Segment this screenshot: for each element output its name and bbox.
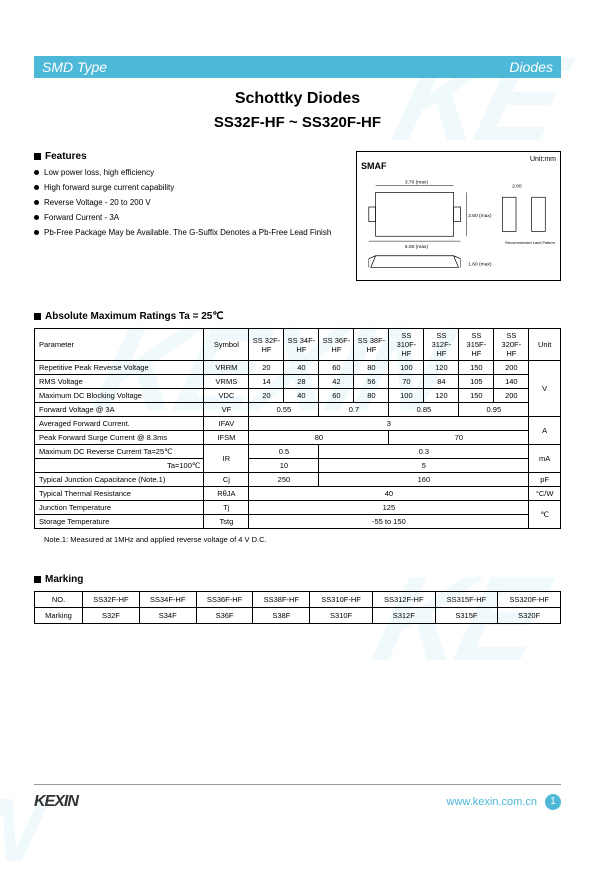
- note-1: Note.1: Measured at 1MHz and applied rev…: [44, 535, 561, 544]
- feature-item: Forward Current - 3A: [34, 213, 336, 222]
- header-bar: SMD Type Diodes: [34, 56, 561, 78]
- feature-item: Pb-Free Package May be Available. The G-…: [34, 228, 336, 237]
- package-unit: Unit:mm: [530, 156, 556, 163]
- svg-text:2.60 (max): 2.60 (max): [468, 213, 492, 219]
- table-row: Maximum DC Blocking VoltageVDC 204060801…: [35, 389, 561, 403]
- col-symbol: Symbol: [204, 329, 249, 361]
- col-variant: SS 38F-HF: [354, 329, 389, 361]
- table-row: Storage TemperatureTstg -55 to 150: [35, 515, 561, 529]
- features-heading: Features: [34, 151, 336, 162]
- col-unit: Unit: [529, 329, 561, 361]
- marking-no-header: NO.: [35, 592, 83, 608]
- package-name: SMAF: [361, 161, 387, 171]
- table-row: Peak Forward Surge Current @ 8.3msIFSM 8…: [35, 431, 561, 445]
- table-row: Maximum DC Reverse Current Ta=25℃IR 0.50…: [35, 445, 561, 459]
- marking-label-header: Marking: [35, 608, 83, 624]
- footer-right: www.kexin.com.cn 1: [447, 794, 561, 810]
- table-row: Marking S32FS34FS36FS38FS310FS312FS315FS…: [35, 608, 561, 624]
- marking-table: NO. SS32F-HFSS34F-HFSS36F-HFSS38F-HFSS31…: [34, 591, 561, 624]
- content: Schottky Diodes SS32F-HF ~ SS320F-HF Fea…: [34, 90, 561, 624]
- col-variant: SS 312F-HF: [424, 329, 459, 361]
- feature-item: Low power loss, high efficiency: [34, 168, 336, 177]
- table-row: Averaged Forward Current.IFAV 3 A: [35, 417, 561, 431]
- table-row: RMS VoltageVRMS 142842567084105140: [35, 375, 561, 389]
- feature-item: Reverse Voltage - 20 to 200 V: [34, 198, 336, 207]
- table-row: Junction TemperatureTj 125 ℃: [35, 501, 561, 515]
- col-variant: SS 34F-HF: [284, 329, 319, 361]
- feature-item: High forward surge current capability: [34, 183, 336, 192]
- table-header-row: Parameter Symbol SS 32F-HF SS 34F-HF SS …: [35, 329, 561, 361]
- ratings-heading: Absolute Maximum Ratings Ta = 25℃: [34, 311, 561, 322]
- col-variant: SS 315F-HF: [459, 329, 494, 361]
- features-list: Low power loss, high efficiency High for…: [34, 168, 336, 237]
- page-number: 1: [545, 794, 561, 810]
- table-row: NO. SS32F-HFSS34F-HFSS36F-HFSS38F-HFSS31…: [35, 592, 561, 608]
- page-subtitle: SS32F-HF ~ SS320F-HF: [34, 114, 561, 131]
- svg-text:5.00 (max): 5.00 (max): [405, 244, 429, 250]
- brand-logo: KEXIN: [34, 793, 78, 811]
- top-row: Features Low power loss, high efficiency…: [34, 151, 561, 281]
- page-title: Schottky Diodes: [34, 90, 561, 108]
- table-row: Typical Junction Capacitance (Note.1)Cj …: [35, 473, 561, 487]
- ratings-table: Parameter Symbol SS 32F-HF SS 34F-HF SS …: [34, 328, 561, 529]
- col-variant: SS 32F-HF: [249, 329, 284, 361]
- features-section: Features Low power loss, high efficiency…: [34, 151, 336, 281]
- header-left: SMD Type: [42, 59, 107, 75]
- footer: KEXIN www.kexin.com.cn 1: [34, 784, 561, 812]
- svg-text:2.00: 2.00: [512, 184, 522, 190]
- table-row: Ta=100℃ 105: [35, 459, 561, 473]
- col-variant: SS 320F-HF: [494, 329, 529, 361]
- svg-text:1.60 (max): 1.60 (max): [468, 262, 492, 268]
- marking-heading: Marking: [34, 574, 561, 585]
- package-drawing-box: SMAF Unit:mm 3.70 (max) 5.00 (max) 2.60 (…: [356, 151, 561, 281]
- svg-text:Recommended Land Pattern: Recommended Land Pattern: [505, 240, 555, 245]
- svg-text:3.70 (max): 3.70 (max): [405, 180, 429, 186]
- footer-url: www.kexin.com.cn: [447, 796, 537, 808]
- col-parameter: Parameter: [35, 329, 204, 361]
- col-variant: SS 36F-HF: [319, 329, 354, 361]
- package-outline-icon: 3.70 (max) 5.00 (max) 2.60 (max) 2.00 Re…: [361, 174, 556, 279]
- table-row: Repetitive Peak Reverse VoltageVRRM 2040…: [35, 361, 561, 375]
- table-row: Typical Thermal ResistanceRθJA 40 °C/W: [35, 487, 561, 501]
- header-right: Diodes: [509, 59, 553, 75]
- table-row: Forward Voltage @ 3AVF 0.550.70.850.95: [35, 403, 561, 417]
- col-variant: SS 310F-HF: [389, 329, 424, 361]
